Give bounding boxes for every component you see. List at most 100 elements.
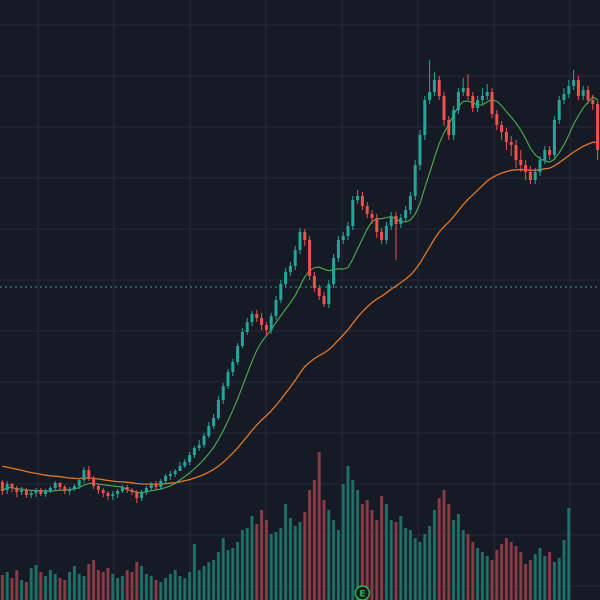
candle[interactable] (413, 160, 417, 200)
candle[interactable] (82, 467, 86, 483)
candle[interactable] (384, 222, 388, 244)
candle[interactable] (197, 440, 201, 451)
candle[interactable] (452, 106, 456, 140)
candle[interactable] (533, 168, 537, 184)
candle[interactable] (351, 196, 355, 230)
candle[interactable] (552, 116, 556, 158)
candle[interactable] (332, 254, 336, 288)
candle[interactable] (87, 466, 91, 481)
candle[interactable] (48, 486, 52, 493)
candle[interactable] (192, 446, 196, 458)
candle[interactable] (356, 190, 360, 204)
candle[interactable] (111, 491, 115, 500)
candle[interactable] (500, 121, 504, 140)
candle[interactable] (125, 485, 129, 493)
candle[interactable] (149, 482, 153, 491)
candle[interactable] (360, 192, 364, 210)
candle[interactable] (380, 228, 384, 244)
candle[interactable] (135, 490, 139, 503)
candle[interactable] (269, 313, 273, 334)
candle[interactable] (5, 481, 9, 494)
candle[interactable] (130, 488, 134, 495)
candle[interactable] (255, 310, 259, 322)
candle[interactable] (404, 206, 408, 222)
candle[interactable] (557, 96, 561, 124)
candle[interactable] (240, 328, 244, 348)
candle[interactable] (327, 280, 331, 308)
candle[interactable] (29, 491, 33, 498)
candle[interactable] (538, 156, 542, 176)
candle[interactable] (63, 485, 67, 494)
candle[interactable] (236, 343, 240, 365)
candle[interactable] (576, 76, 580, 100)
candle[interactable] (216, 396, 220, 420)
candle[interactable] (456, 88, 460, 114)
event-markers[interactable]: ED (354, 585, 600, 600)
candle[interactable] (548, 146, 552, 160)
candle[interactable] (581, 86, 585, 100)
candle[interactable] (519, 150, 523, 172)
candle[interactable] (92, 476, 96, 489)
candle[interactable] (317, 285, 321, 300)
candle[interactable] (370, 210, 374, 224)
candle[interactable] (442, 92, 446, 126)
candle[interactable] (485, 84, 489, 100)
candle[interactable] (447, 116, 451, 140)
candle[interactable] (341, 232, 345, 244)
candle[interactable] (432, 72, 436, 96)
candle[interactable] (322, 292, 326, 307)
candle[interactable] (389, 212, 393, 230)
candle[interactable] (53, 481, 57, 491)
candle[interactable] (154, 481, 158, 490)
candle[interactable] (144, 486, 148, 495)
candle[interactable] (471, 92, 475, 112)
candle[interactable] (212, 414, 216, 429)
candle[interactable] (77, 478, 81, 489)
candle[interactable] (514, 140, 518, 168)
candle[interactable] (423, 96, 427, 140)
candle[interactable] (72, 484, 76, 491)
candle[interactable] (231, 359, 235, 376)
candle[interactable] (509, 136, 513, 156)
candle[interactable] (437, 76, 441, 100)
candle[interactable] (15, 486, 19, 497)
candle[interactable] (346, 222, 350, 240)
candle[interactable] (106, 491, 110, 500)
candle[interactable] (20, 487, 24, 495)
candle[interactable] (284, 268, 288, 287)
candle[interactable] (34, 488, 38, 497)
candle[interactable] (274, 296, 278, 320)
candle[interactable] (101, 488, 105, 497)
candle[interactable] (140, 490, 144, 501)
candle[interactable] (188, 452, 192, 465)
candle[interactable] (178, 462, 182, 471)
candle[interactable] (183, 459, 187, 468)
candle[interactable] (394, 212, 398, 260)
candle[interactable] (504, 128, 508, 150)
candle[interactable] (298, 228, 302, 254)
candle[interactable] (528, 166, 532, 184)
candle[interactable] (586, 86, 590, 104)
candle[interactable] (495, 110, 499, 130)
candle[interactable] (591, 95, 595, 110)
candle[interactable] (293, 246, 297, 270)
candle[interactable] (173, 469, 177, 477)
candle[interactable] (428, 60, 432, 104)
candle[interactable] (490, 88, 494, 118)
candle[interactable] (365, 202, 369, 218)
event-marker-e[interactable]: E (354, 585, 371, 600)
candle[interactable] (68, 487, 72, 495)
candle[interactable] (245, 318, 249, 335)
candle[interactable] (480, 88, 484, 104)
candle[interactable] (288, 262, 292, 276)
candle[interactable] (312, 272, 316, 292)
candle[interactable] (0, 480, 4, 495)
candle[interactable] (164, 474, 168, 484)
candle[interactable] (168, 471, 172, 480)
candle[interactable] (543, 146, 547, 164)
candle[interactable] (58, 482, 62, 490)
candle[interactable] (260, 313, 264, 330)
candle[interactable] (120, 485, 124, 493)
candle[interactable] (303, 229, 307, 246)
candle[interactable] (408, 192, 412, 214)
